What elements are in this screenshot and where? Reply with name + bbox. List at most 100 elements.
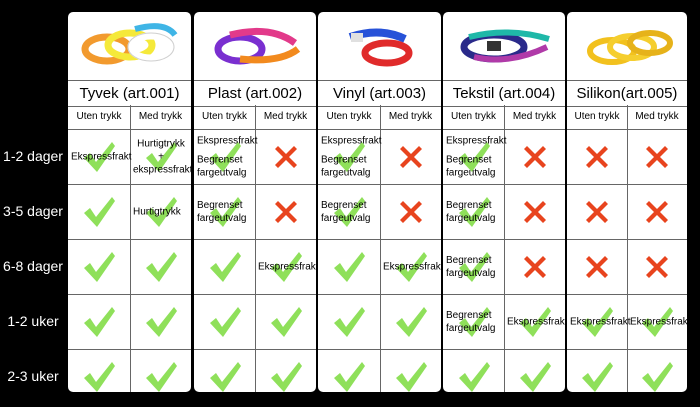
table-cell: Begrenset fargeutvalg [443,185,504,239]
subheader-with-print: Med trykk [388,111,433,122]
note-line: fargeutvalg [321,213,371,224]
cell-note: Ekspressfrakt [630,316,687,329]
table-cell [627,130,687,184]
check-icon [334,307,365,337]
table-cell [130,240,191,294]
table-cell [627,350,687,392]
check-icon [145,307,177,337]
table-cell [380,350,441,392]
note-line: fargeutvalg [446,167,496,179]
row-divider [318,294,441,295]
table-cell [380,185,441,239]
table-cell: Ekspressfrakt Begrenset fargeutvalg [318,130,382,184]
column-divider [627,105,628,392]
note-line: Ekspressfrakt [197,135,258,147]
row-divider [194,239,316,240]
table-cell [318,350,380,392]
row-divider [68,294,191,295]
row-divider [194,294,316,295]
table-cell: Ekspressfrakt [504,295,565,349]
table-cell [380,130,441,184]
check-icon [84,252,115,282]
row-divider [443,184,565,185]
product-title: Tyvek (art.001) [68,80,191,107]
subheader-without-print: Uten trykk [326,111,372,122]
product-title: Vinyl (art.003) [318,80,441,107]
row-divider [567,239,687,240]
subheader-without-print: Uten trykk [201,111,247,122]
note-line: fargeutvalg [197,213,247,224]
table-cell: Ekspressfrakt [255,240,316,294]
table-cell [627,240,687,294]
table-cell: Ekspressfrakt [380,240,441,294]
check-icon [519,307,551,337]
row-divider [194,184,316,185]
cell-note: Ekspressfrakt [507,316,565,329]
product-image-area [567,12,687,74]
note-line: Ekspressfrakt [630,316,687,328]
column-divider [380,105,381,392]
table-cell: Begrenset fargeutvalg [443,295,504,349]
table-cell: Hurtigtrykk + ekspressfrakt [130,130,191,184]
check-icon [270,307,302,337]
subheader-with-print: Med trykk [635,111,679,122]
product-panel: Vinyl (art.003) Uten trykk Med trykk Ekspre… [318,12,441,392]
table-cell: Begrenset fargeutvalg [194,185,255,239]
textile-wristband-image [460,29,550,63]
table-cell [567,240,627,294]
note-line: Ekspressfrakt [446,135,507,147]
product-image-area [318,12,441,74]
table-cell [68,240,130,294]
table-cell [504,240,565,294]
cell-note: Begrenset fargeutvalg [321,199,378,225]
check-icon [145,362,177,392]
row-divider [443,294,565,295]
table-cell [194,240,255,294]
note-line: Ekspressfrakt [321,135,382,147]
cross-icon [586,201,608,223]
check-icon [458,362,490,392]
cell-note: Ekspressfrakt Begrenset fargeutvalg [446,135,507,180]
row-label: 1-2 uker [7,312,59,329]
row-divider [68,349,191,350]
cross-icon [399,201,422,223]
table-cell [567,185,627,239]
cell-note: Begrenset fargeutvalg [446,199,502,225]
cell-note: Ekspressfrakt Begrenset fargeutvalg [321,135,382,180]
note-line: ekspressfrakt [133,164,191,176]
cell-note: Hurtigtrykk + ekspressfrakt [133,138,191,177]
table-cell [130,295,191,349]
cross-icon [586,146,608,168]
row-label: 3-5 dager [3,202,63,219]
product-image-area [194,12,316,74]
row-divider [443,129,565,130]
table-cell: Ekspressfrakt [627,295,687,349]
cell-note: Begrenset fargeutvalg [446,309,502,335]
table-cell: Hurtigtrykk [130,185,191,239]
check-icon [334,197,365,227]
table-cell: Ekspressfrakt [68,130,132,184]
subheader-without-print: Uten trykk [76,111,122,122]
column-divider [255,105,256,392]
note-line: Ekspressfrakt [507,316,565,328]
cell-note: Hurtigtrykk [133,206,189,219]
cross-icon [646,146,668,168]
cell-note: Begrenset fargeutvalg [446,254,502,280]
check-icon [209,142,241,172]
row-divider [318,349,441,350]
column-divider [504,105,505,392]
table-cell [504,130,565,184]
table-cell [255,295,316,349]
table-cell [567,130,627,184]
row-label: 2-3 uker [7,367,59,384]
check-icon [145,197,177,227]
product-panel: Plast (art.002) Uten trykk Med trykk Ekspre… [194,12,316,392]
cross-icon [523,256,546,278]
cross-icon [523,146,546,168]
note-line: Ekspressfrakt [71,151,132,163]
table-cell [504,350,565,392]
check-icon [582,362,613,392]
subheader-without-print: Uten trykk [450,111,496,122]
product-image-area [68,12,191,74]
cross-icon [399,146,422,168]
